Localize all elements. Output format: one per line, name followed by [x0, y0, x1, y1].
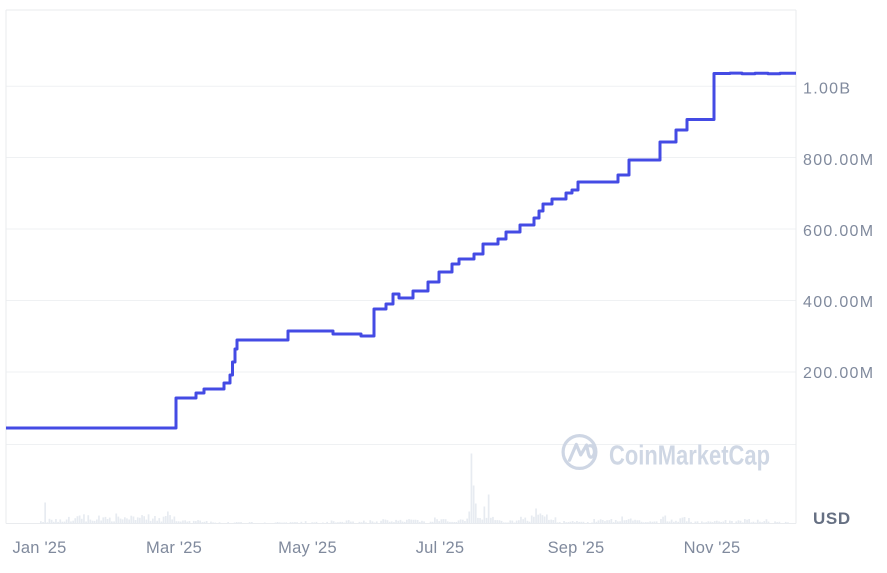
- svg-text:400.00M: 400.00M: [803, 294, 874, 311]
- svg-text:Jul '25: Jul '25: [416, 539, 465, 557]
- svg-text:200.00M: 200.00M: [803, 365, 874, 382]
- svg-text:Jan '25: Jan '25: [12, 539, 66, 557]
- svg-text:CoinMarketCap: CoinMarketCap: [609, 440, 770, 471]
- svg-text:Mar '25: Mar '25: [146, 539, 202, 557]
- svg-text:800.00M: 800.00M: [803, 152, 874, 169]
- svg-text:Nov '25: Nov '25: [684, 539, 741, 557]
- svg-text:Sep '25: Sep '25: [548, 539, 605, 557]
- svg-text:USD: USD: [813, 509, 851, 528]
- svg-text:May '25: May '25: [278, 539, 337, 557]
- svg-text:600.00M: 600.00M: [803, 223, 874, 240]
- svg-text:1.00B: 1.00B: [803, 81, 851, 98]
